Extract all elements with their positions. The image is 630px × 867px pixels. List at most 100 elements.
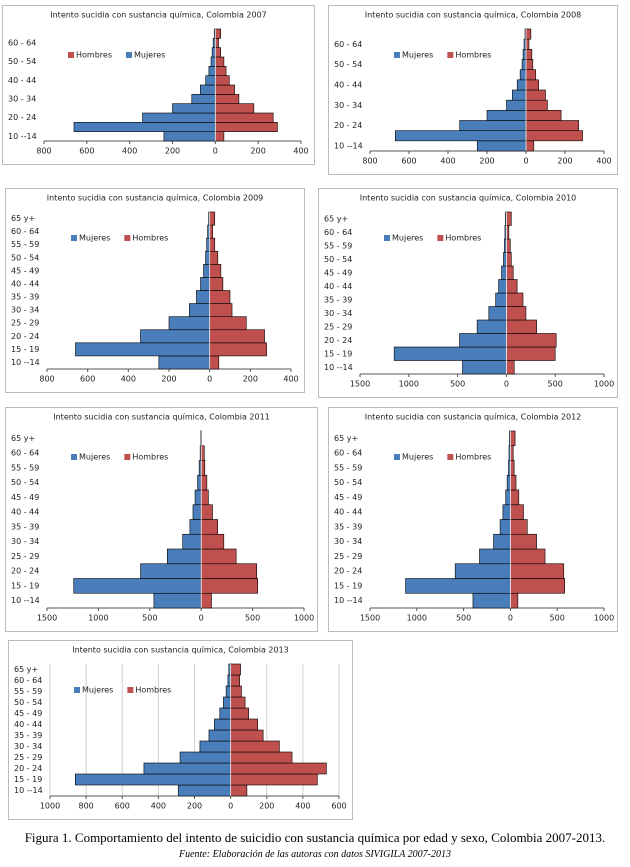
bar [521, 59, 527, 70]
legend-label: Hombres [455, 453, 491, 462]
y-tick-label: 30 - 34 [14, 742, 42, 751]
y-tick-label: 65 y+ [11, 214, 35, 223]
y-tick-label: 20 - 24 [8, 113, 36, 122]
x-tick-label: 800 [36, 147, 51, 156]
bar [215, 112, 274, 123]
bar [506, 360, 515, 375]
bar [510, 563, 565, 579]
legend-swatch [74, 687, 80, 693]
x-tick-label: 200 [165, 147, 180, 156]
chart-frame [5, 188, 305, 393]
bar [510, 578, 565, 594]
caption: Figura 1. Comportamiento del intento de … [24, 830, 606, 845]
bar [200, 548, 237, 565]
bar [215, 75, 230, 86]
bar [215, 94, 240, 104]
bar [200, 563, 258, 579]
bar [200, 519, 218, 535]
bar [488, 306, 507, 321]
bar [75, 342, 210, 357]
bar [196, 290, 210, 304]
x-tick-label: 400 [151, 802, 166, 811]
chart-title: Intento sucidia con sustancia química, C… [72, 646, 289, 655]
x-tick-label: 200 [251, 147, 266, 156]
legend-swatch [124, 235, 131, 241]
chart-frame [328, 5, 618, 175]
x-tick-label: 0 [504, 380, 509, 389]
chart: Intento sucidia con sustancia química, C… [5, 188, 305, 393]
x-tick-label: 600 [80, 375, 95, 384]
x-tick-label: 600 [115, 802, 130, 811]
x-tick-label: 500 [550, 614, 565, 623]
bar [215, 28, 221, 39]
x-tick-label: 1500 [350, 380, 370, 389]
bar [142, 112, 216, 123]
bar [393, 346, 507, 361]
bar [516, 79, 527, 91]
bar [225, 685, 231, 698]
y-tick-label: 55 - 59 [11, 240, 39, 249]
bar [472, 592, 511, 609]
bar [200, 504, 213, 520]
bar [209, 211, 216, 226]
bar [205, 250, 210, 265]
bar [140, 329, 210, 344]
y-tick-label: 25 - 29 [14, 753, 42, 762]
bar [525, 140, 535, 152]
y-tick-label: 35 - 39 [334, 522, 362, 531]
y-tick-label: 10 --14 [334, 141, 363, 150]
bar [168, 316, 210, 331]
x-tick-label: 400 [440, 157, 455, 166]
bar [525, 120, 579, 131]
bar [209, 316, 247, 331]
y-tick-label: 60 - 64 [334, 40, 362, 49]
legend-label: Hombres [455, 51, 491, 60]
bar [230, 740, 280, 753]
chart: Intento sucidia con sustancia química, C… [318, 188, 618, 398]
y-tick-label: 40 - 44 [334, 80, 362, 89]
bar [209, 264, 222, 278]
bar [209, 224, 214, 239]
y-tick-label: 25 - 29 [11, 319, 39, 328]
x-tick-label: 400 [122, 147, 137, 156]
y-tick-label: 50 - 54 [11, 253, 39, 262]
y-tick-label: 55 - 59 [334, 463, 362, 472]
bar [506, 333, 557, 348]
legend-label: Mujeres [79, 453, 110, 462]
bar [209, 355, 220, 370]
y-tick-label: 40 - 44 [14, 720, 42, 729]
x-tick-label: 1500 [37, 614, 57, 623]
bar [200, 474, 208, 491]
bar [203, 264, 210, 278]
y-tick-label: 15 - 19 [324, 349, 352, 358]
bar [206, 237, 210, 252]
y-tick-label: 55 - 59 [14, 687, 42, 696]
bar [209, 277, 224, 291]
y-tick-label: 10 --14 [324, 363, 353, 372]
x-tick-label: 500 [142, 614, 157, 623]
bar [505, 489, 511, 506]
y-tick-label: 65 y+ [11, 434, 35, 443]
x-tick-label: 0 [508, 614, 513, 623]
bar [200, 533, 225, 550]
legend-label: Hombres [132, 453, 168, 462]
chart: Intento sucidia con sustancia química, C… [5, 407, 318, 632]
bar [215, 103, 255, 114]
bar [230, 674, 240, 687]
bar [510, 460, 515, 476]
y-tick-label: 40 - 44 [324, 282, 352, 291]
x-tick-label: 500 [548, 380, 563, 389]
x-tick-label: 500 [450, 380, 465, 389]
bar [525, 89, 546, 101]
chart-title: Intento sucidia con sustancia química, C… [47, 194, 264, 203]
x-tick-label: 800 [78, 802, 93, 811]
y-tick-label: 20 - 24 [324, 336, 352, 345]
legend-swatch [71, 454, 77, 460]
bar [200, 460, 206, 476]
y-tick-label: 40 - 44 [11, 279, 39, 288]
bar [525, 59, 534, 70]
bar [214, 718, 231, 731]
bar [153, 592, 202, 609]
bar [454, 563, 511, 579]
